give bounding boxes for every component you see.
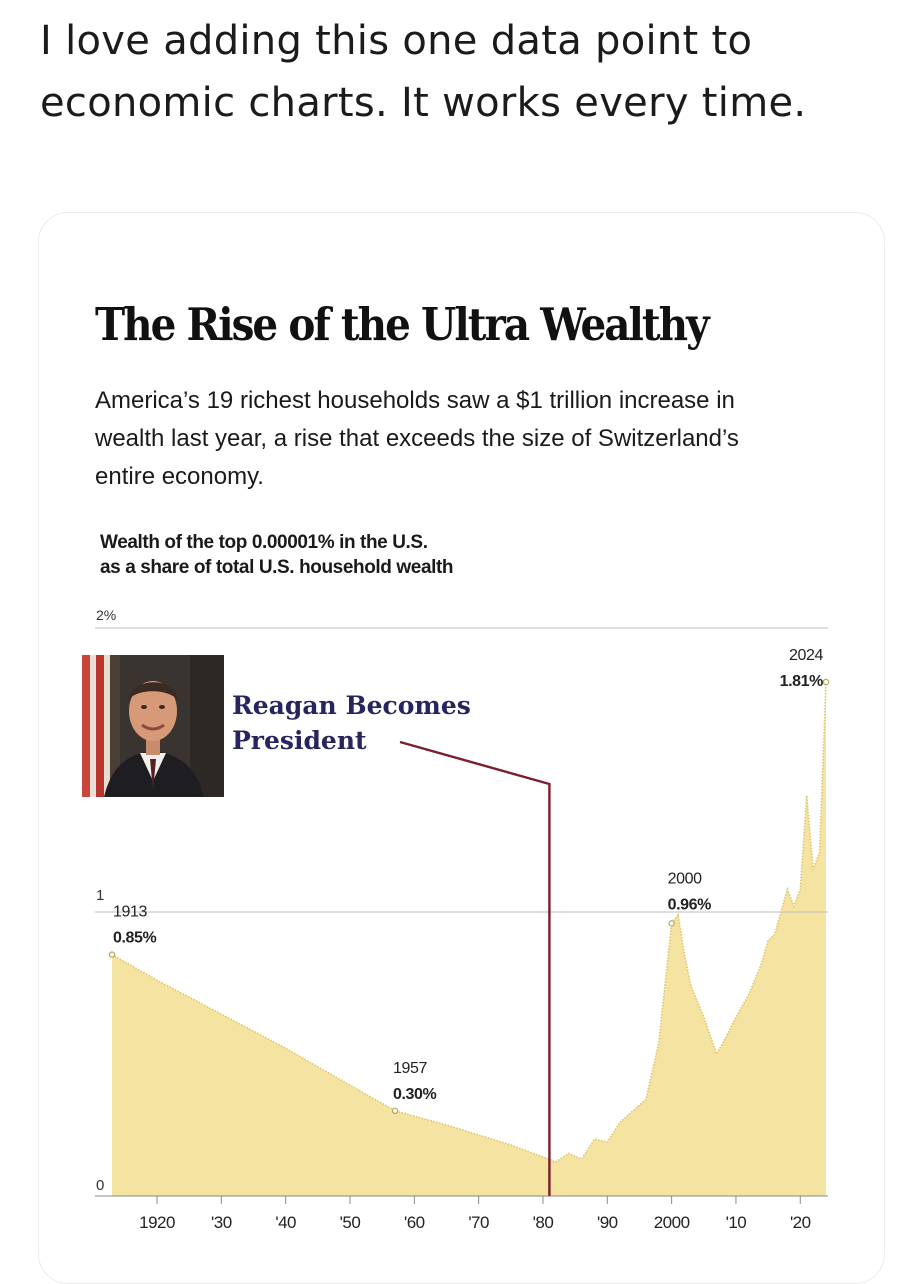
chart-dek: America’s 19 richest households saw a $1… xyxy=(95,387,739,490)
x-tick-label: 2000 xyxy=(654,1213,690,1232)
x-tick-label: '70 xyxy=(468,1213,489,1232)
tweet-text: I love adding this one data point to eco… xyxy=(40,18,807,126)
chart-subtitle-line-1: Wealth of the top 0.00001% in the U.S. xyxy=(100,532,428,553)
data-label-value: 0.85% xyxy=(113,930,157,947)
chart-headline: The Rise of the Ultra Wealthy xyxy=(95,298,710,351)
x-tick-label: '20 xyxy=(790,1213,811,1232)
series-line xyxy=(111,681,827,1163)
x-tick-label: '40 xyxy=(275,1213,296,1232)
y-tick-label: 2% xyxy=(96,607,116,623)
x-tick-label: '10 xyxy=(726,1213,747,1232)
data-label-year: 2000 xyxy=(668,870,702,887)
reagan-portrait-icon xyxy=(82,655,224,797)
x-tick-label: '60 xyxy=(404,1213,425,1232)
data-label-value: 0.30% xyxy=(393,1086,437,1103)
reagan-annotation-line xyxy=(399,740,551,1196)
x-tick-label: '90 xyxy=(597,1213,618,1232)
reagan-annotation-label: Reagan Becomes President xyxy=(232,688,532,758)
data-point-marker xyxy=(391,1107,399,1115)
data-label-value: 1.81% xyxy=(780,673,824,690)
x-tick-label: '50 xyxy=(340,1213,361,1232)
chart-subtitle: Wealth of the top 0.00001% in the U.S. a… xyxy=(100,530,700,580)
chart-subtitle-line-2: as a share of total U.S. household wealt… xyxy=(100,557,454,578)
data-point-marker xyxy=(108,951,116,958)
x-tick-label: '30 xyxy=(211,1213,232,1232)
data-label-year: 2024 xyxy=(789,647,823,664)
data-point-marker xyxy=(668,920,675,927)
data-label-value: 0.96% xyxy=(668,896,712,913)
x-tick-label: '80 xyxy=(533,1213,554,1232)
annotation-line-1: Reagan Becomes xyxy=(232,691,471,720)
data-point-marker xyxy=(822,678,830,686)
area-fill xyxy=(112,682,826,1196)
y-tick-label: 0 xyxy=(96,1177,104,1194)
y-tick-label: 1 xyxy=(96,887,104,904)
data-label-year: 1913 xyxy=(113,904,147,921)
x-tick-label: 1920 xyxy=(139,1213,175,1232)
annotation-line-2: President xyxy=(232,726,367,755)
data-label-year: 1957 xyxy=(393,1060,427,1077)
